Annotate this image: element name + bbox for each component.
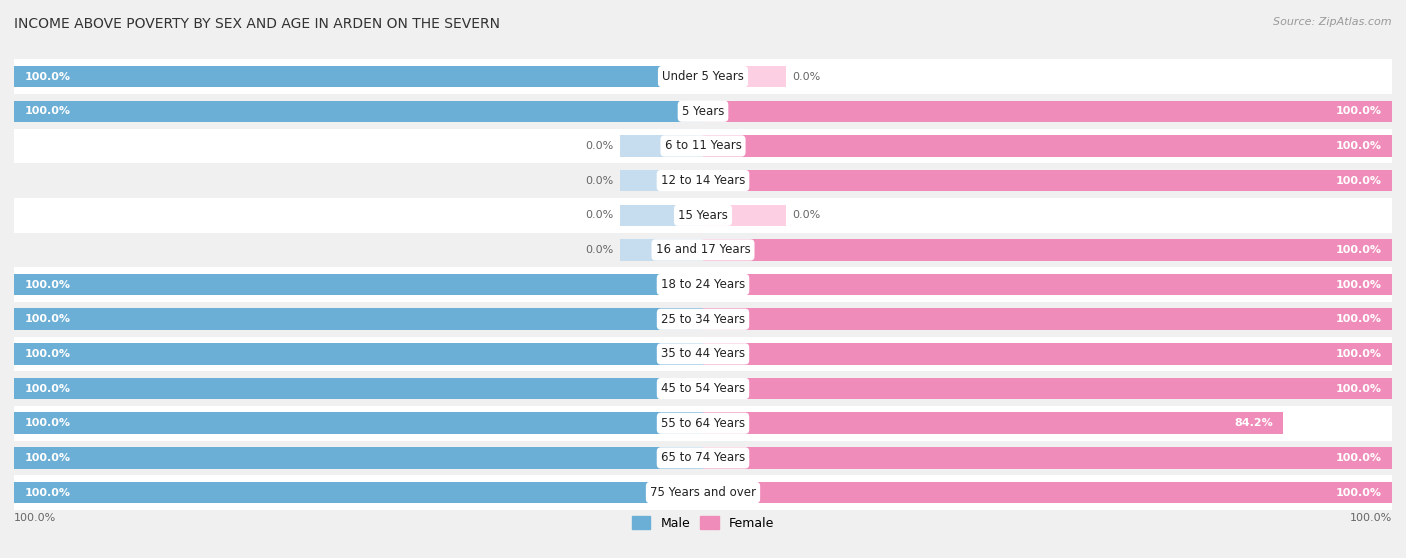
Bar	[14, 482, 703, 503]
Bar	[703, 239, 1392, 261]
Text: 0.0%: 0.0%	[585, 176, 613, 186]
Bar	[14, 66, 703, 88]
Text: Source: ZipAtlas.com: Source: ZipAtlas.com	[1274, 17, 1392, 27]
Text: 100.0%: 100.0%	[24, 71, 70, 81]
Bar	[14, 198, 1392, 233]
Bar	[703, 309, 1392, 330]
Bar	[14, 447, 703, 469]
Text: 100.0%: 100.0%	[1336, 453, 1382, 463]
Bar	[14, 336, 1392, 371]
Text: 100.0%: 100.0%	[24, 349, 70, 359]
Bar	[14, 406, 1392, 441]
Bar	[14, 378, 703, 400]
Text: 65 to 74 Years: 65 to 74 Years	[661, 451, 745, 464]
Text: 100.0%: 100.0%	[24, 418, 70, 428]
Bar	[620, 239, 703, 261]
Bar	[14, 371, 1392, 406]
Bar	[14, 274, 703, 295]
Text: 100.0%: 100.0%	[24, 106, 70, 116]
Text: 55 to 64 Years: 55 to 64 Years	[661, 417, 745, 430]
Legend: Male, Female: Male, Female	[627, 511, 779, 535]
Bar	[703, 482, 1392, 503]
Text: 5 Years: 5 Years	[682, 105, 724, 118]
Bar	[703, 135, 1392, 157]
Text: 100.0%: 100.0%	[1336, 314, 1382, 324]
Text: 100.0%: 100.0%	[24, 280, 70, 290]
Text: 45 to 54 Years: 45 to 54 Years	[661, 382, 745, 395]
Bar	[14, 94, 1392, 128]
Bar	[703, 170, 1392, 191]
Text: 18 to 24 Years: 18 to 24 Years	[661, 278, 745, 291]
Bar	[703, 412, 1284, 434]
Text: INCOME ABOVE POVERTY BY SEX AND AGE IN ARDEN ON THE SEVERN: INCOME ABOVE POVERTY BY SEX AND AGE IN A…	[14, 17, 501, 31]
Bar	[14, 163, 1392, 198]
Text: 100.0%: 100.0%	[1336, 245, 1382, 255]
Text: 100.0%: 100.0%	[1336, 488, 1382, 498]
Text: 100.0%: 100.0%	[24, 453, 70, 463]
Text: 100.0%: 100.0%	[1336, 106, 1382, 116]
Text: 0.0%: 0.0%	[793, 71, 821, 81]
Text: 100.0%: 100.0%	[1336, 141, 1382, 151]
Bar	[703, 447, 1392, 469]
Bar	[14, 441, 1392, 475]
Text: 25 to 34 Years: 25 to 34 Years	[661, 312, 745, 326]
Text: 84.2%: 84.2%	[1234, 418, 1272, 428]
Bar	[14, 59, 1392, 94]
Bar	[14, 343, 703, 364]
Bar	[14, 267, 1392, 302]
Bar	[703, 274, 1392, 295]
Bar	[703, 343, 1392, 364]
Text: 100.0%: 100.0%	[1336, 349, 1382, 359]
Bar	[14, 233, 1392, 267]
Text: 100.0%: 100.0%	[14, 513, 56, 523]
Text: 6 to 11 Years: 6 to 11 Years	[665, 140, 741, 152]
Text: 35 to 44 Years: 35 to 44 Years	[661, 348, 745, 360]
Text: 0.0%: 0.0%	[793, 210, 821, 220]
Bar	[14, 302, 1392, 336]
Bar	[14, 309, 703, 330]
Text: 100.0%: 100.0%	[1350, 513, 1392, 523]
Text: 75 Years and over: 75 Years and over	[650, 486, 756, 499]
Text: 100.0%: 100.0%	[24, 383, 70, 393]
Bar	[703, 100, 1392, 122]
Bar	[14, 128, 1392, 163]
Text: 15 Years: 15 Years	[678, 209, 728, 222]
Text: 100.0%: 100.0%	[24, 314, 70, 324]
Bar	[620, 204, 703, 226]
Bar	[703, 378, 1392, 400]
Text: 100.0%: 100.0%	[1336, 176, 1382, 186]
Text: 0.0%: 0.0%	[585, 210, 613, 220]
Bar	[620, 170, 703, 191]
Bar	[14, 100, 703, 122]
Text: 100.0%: 100.0%	[1336, 383, 1382, 393]
Bar	[14, 475, 1392, 510]
Text: 12 to 14 Years: 12 to 14 Years	[661, 174, 745, 187]
Text: 100.0%: 100.0%	[24, 488, 70, 498]
Text: 100.0%: 100.0%	[1336, 280, 1382, 290]
Bar	[703, 66, 786, 88]
Text: Under 5 Years: Under 5 Years	[662, 70, 744, 83]
Text: 0.0%: 0.0%	[585, 141, 613, 151]
Bar	[703, 204, 786, 226]
Text: 16 and 17 Years: 16 and 17 Years	[655, 243, 751, 257]
Bar	[620, 135, 703, 157]
Text: 0.0%: 0.0%	[585, 245, 613, 255]
Bar	[14, 412, 703, 434]
